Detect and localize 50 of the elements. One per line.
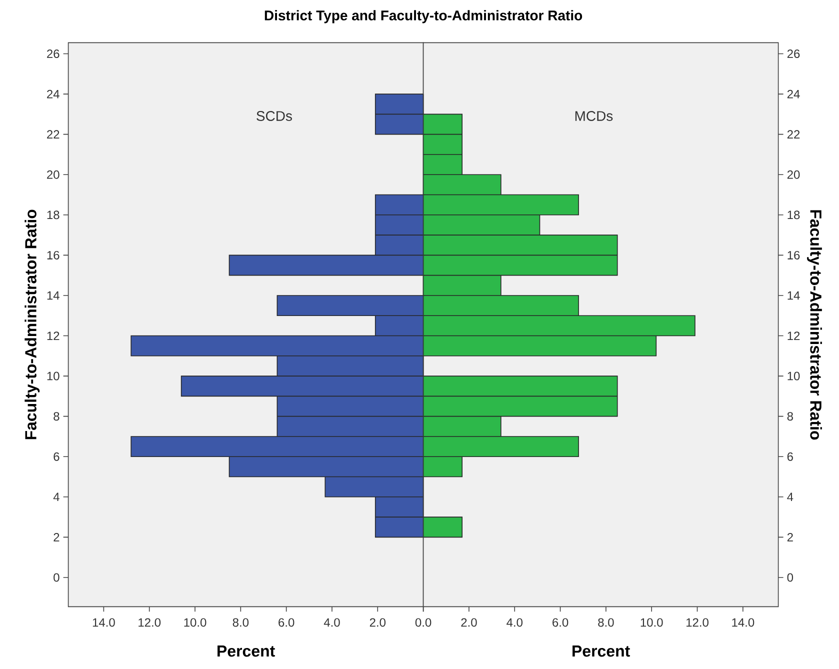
y-tick-label: 16 bbox=[788, 250, 800, 260]
y-tick-label: 24 bbox=[787, 90, 800, 98]
x-tick-label: 2.0 bbox=[370, 618, 386, 627]
x-axis-title: Percent bbox=[218, 646, 275, 657]
chart-title: District Type and Faculty-to-Administrator Ratio bbox=[264, 10, 582, 24]
y-tick-label: 22 bbox=[47, 130, 60, 139]
y-tick-label: 2 bbox=[54, 533, 60, 542]
x-tick-label: 10.0 bbox=[184, 618, 206, 627]
y-tick-label: 4 bbox=[787, 492, 794, 502]
y-tick-label: 6 bbox=[787, 452, 793, 461]
y-tick-label: 6 bbox=[54, 452, 60, 461]
y-tick-label: 18 bbox=[47, 210, 60, 220]
y-tick-label: 14 bbox=[788, 291, 800, 300]
y-tick-label: 8 bbox=[54, 412, 60, 421]
y-tick-label: 0 bbox=[54, 573, 60, 582]
y-tick-label: 0 bbox=[787, 573, 794, 582]
x-tick-label: 2.0 bbox=[461, 618, 477, 627]
y-tick-label: 20 bbox=[47, 170, 60, 179]
y-tick-label: 10 bbox=[47, 372, 60, 380]
x-tick-label: 4.0 bbox=[506, 618, 522, 627]
y-tick-label: 12 bbox=[788, 332, 800, 340]
text: SCDs bbox=[256, 111, 292, 121]
y-tick-label: 16 bbox=[47, 250, 60, 260]
y-axis-title: Faculty-to-Administrator Ratio bbox=[807, 210, 822, 440]
y-tick-label: 14 bbox=[47, 291, 60, 300]
y-tick-label: 24 bbox=[47, 90, 60, 98]
x-tick-label: 12.0 bbox=[686, 618, 708, 627]
x-tick-label: 14.0 bbox=[92, 618, 115, 627]
x-tick-label: 6.0 bbox=[278, 618, 294, 627]
x-tick-label: 12.0 bbox=[138, 618, 161, 627]
x-tick-label: 6.0 bbox=[552, 618, 568, 627]
x-tick-label: 8.0 bbox=[598, 618, 614, 627]
text: MCDs bbox=[575, 111, 613, 121]
x-tick-label: 4.0 bbox=[324, 618, 340, 627]
y-tick-label: 10 bbox=[788, 372, 800, 380]
y-tick-label: 20 bbox=[787, 170, 800, 179]
x-axis-title: Percent bbox=[572, 646, 630, 657]
y-tick-label: 12 bbox=[47, 332, 60, 340]
y-tick-label: 22 bbox=[787, 130, 800, 139]
x-tick-label: 14.0 bbox=[732, 618, 754, 627]
y-tick-label: 8 bbox=[787, 412, 793, 421]
x-tick-label: 0.0 bbox=[415, 618, 432, 627]
y-tick-label: 2 bbox=[787, 533, 793, 542]
y-tick-label: 18 bbox=[788, 210, 800, 220]
y-tick-label: 26 bbox=[787, 50, 800, 58]
x-tick-label: 8.0 bbox=[232, 618, 249, 627]
x-tick-label: 10.0 bbox=[640, 618, 663, 627]
y-axis-title: Faculty-to-Administrator Ratio bbox=[24, 210, 40, 440]
y-tick-label: 26 bbox=[47, 50, 60, 58]
y-tick-label: 4 bbox=[53, 492, 60, 502]
